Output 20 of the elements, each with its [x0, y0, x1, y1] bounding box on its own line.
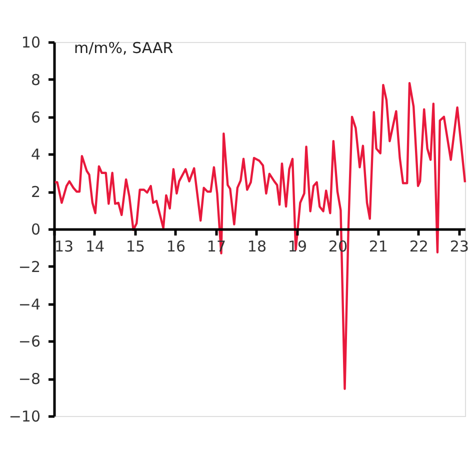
y-tick-label: 2 [30, 183, 40, 202]
x-tick-label: 16 [166, 238, 186, 256]
y-tick-label: 4 [30, 146, 40, 164]
x-tick-label: 13 [54, 238, 74, 256]
y-tick-label: 0 [30, 220, 40, 238]
x-tick-label: 23 [450, 238, 468, 256]
x-tick-label: 18 [247, 238, 267, 256]
y-tick-label: 10 [21, 34, 40, 52]
x-tick-label: 21 [368, 238, 388, 256]
y-tick-label: 6 [30, 108, 40, 126]
y-tick-label: −10 [8, 408, 40, 426]
x-tick-label: 15 [126, 238, 146, 256]
y-tick-label: 8 [30, 70, 40, 89]
y-tick-label: −2 [18, 258, 40, 276]
y-tick-label: −6 [18, 332, 40, 351]
x-tick-label: 14 [85, 238, 105, 256]
y-axis-title: m/m%, SAAR [74, 39, 174, 57]
y-tick-label: −4 [18, 295, 40, 314]
y-tick-label: −8 [18, 370, 40, 388]
x-tick-label: 22 [409, 238, 428, 256]
